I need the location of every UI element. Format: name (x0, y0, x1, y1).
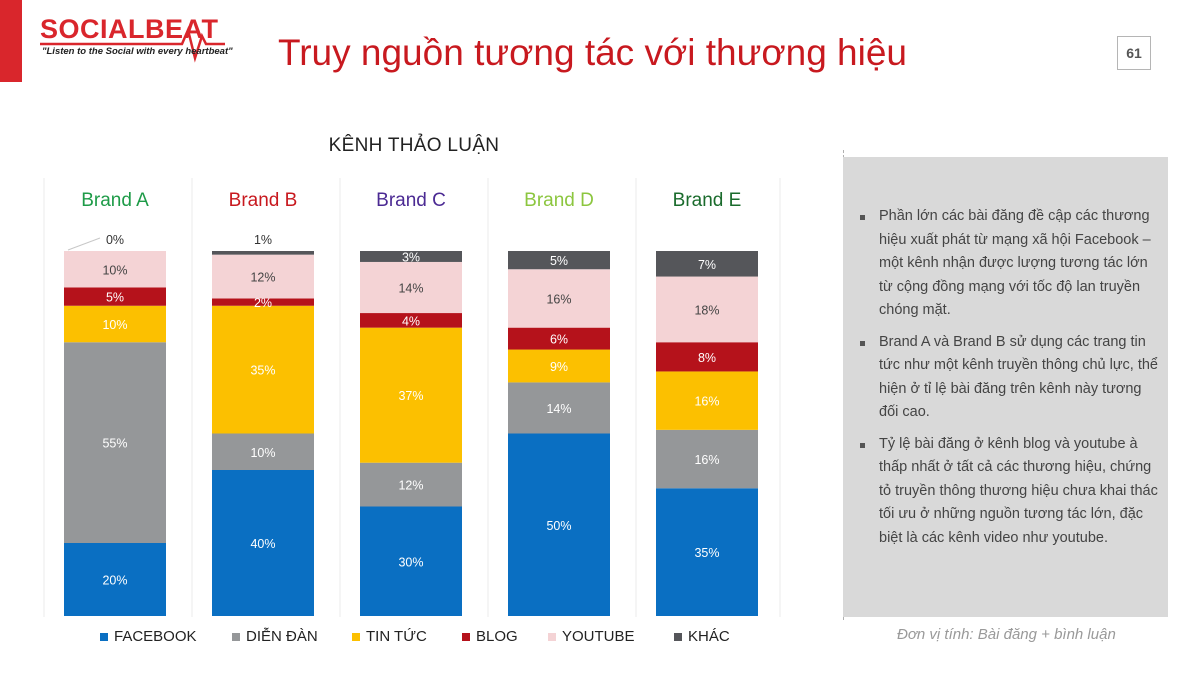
data-label: 50% (546, 519, 571, 533)
bar-segment (212, 298, 314, 306)
data-label: 16% (694, 395, 719, 409)
bar-segment (64, 287, 166, 306)
legend-label: BLOG (476, 628, 518, 645)
data-label: 30% (398, 555, 423, 569)
data-label: 5% (106, 291, 124, 305)
data-label: 35% (250, 364, 275, 378)
data-label: 1% (254, 233, 272, 247)
category-label: Brand B (229, 190, 298, 211)
bar-segment (508, 269, 610, 328)
insight-bullet: Tỷ lệ bài đăng ở kênh blog và youtube à … (859, 433, 1159, 551)
bar-segment (360, 327, 462, 463)
bar-segment (212, 305, 314, 434)
bar-segment (360, 261, 462, 314)
legend-item: FACEBOOK (100, 628, 232, 645)
logo-tagline: "Listen to the Social with every heartbe… (42, 46, 233, 57)
label-leader-line (67, 237, 101, 251)
data-label: 16% (694, 453, 719, 467)
legend-swatch (352, 632, 360, 641)
bar-segment (508, 327, 610, 350)
data-label: 35% (694, 546, 719, 560)
legend-label: YOUTUBE (562, 628, 635, 645)
category-label: Brand D (524, 190, 594, 211)
bar-segment (656, 251, 758, 277)
bar-segment (656, 429, 758, 489)
bar-segment (360, 506, 462, 616)
data-label: 20% (102, 574, 127, 588)
insight-bullet: Phần lớn các bài đăng đề cập các thương … (859, 205, 1159, 323)
bar-segment (360, 313, 462, 328)
legend-swatch (462, 632, 470, 641)
insight-panel: Phần lớn các bài đăng đề cập các thương … (843, 157, 1168, 617)
legend-item: TIN TỨC (352, 628, 462, 645)
insight-list: Phần lớn các bài đăng đề cập các thương … (859, 205, 1159, 558)
bar-segment (360, 251, 462, 262)
data-label: 16% (546, 292, 571, 306)
data-label: 10% (102, 263, 127, 277)
legend-item: BLOG (462, 628, 548, 645)
data-label: 55% (102, 437, 127, 451)
data-label: 6% (550, 333, 568, 347)
data-label: 0% (106, 233, 124, 247)
data-label: 10% (250, 446, 275, 460)
chart-title: KÊNH THẢO LUẬN (328, 135, 500, 156)
data-label: 14% (546, 402, 571, 416)
legend-swatch (100, 632, 108, 641)
chart-legend: FACEBOOK DIỄN ĐÀN TIN TỨC BLOG YOUTUBE KHÁC (100, 628, 754, 645)
bar-segment (656, 488, 758, 616)
data-label: 12% (250, 271, 275, 285)
legend-label: FACEBOOK (114, 628, 197, 645)
unit-note: Đơn vị tính: Bài đăng + bình luận (897, 626, 1116, 643)
bar-segment (212, 254, 314, 299)
legend-item: DIỄN ĐÀN (232, 628, 352, 645)
bar-segment (64, 305, 166, 343)
category-label: Brand A (81, 190, 149, 211)
legend-label: DIỄN ĐÀN (246, 628, 318, 645)
category-label: Brand E (673, 190, 742, 211)
bar-segment (656, 276, 758, 343)
bar-segment (64, 251, 166, 288)
data-label: 2% (254, 296, 272, 310)
legend-swatch (548, 632, 556, 641)
category-label: Brand C (376, 190, 446, 211)
legend-item: KHÁC (674, 628, 754, 645)
heartbeat-logo-icon (40, 26, 225, 63)
bar-segment (656, 371, 758, 430)
bar-segment (212, 251, 314, 255)
legend-label: KHÁC (688, 628, 730, 645)
logo-wordmark: SOCIALBEAT (40, 14, 219, 44)
data-label: 12% (398, 479, 423, 493)
data-label: 40% (250, 537, 275, 551)
data-label: 4% (402, 314, 420, 328)
legend-swatch (232, 632, 240, 641)
data-label: 7% (698, 258, 716, 272)
bar-segment (212, 433, 314, 470)
data-label: 10% (102, 318, 127, 332)
stacked-bar-chart: Brand A 20% 55% 10% 5% 10% 0% Brand B 40% 10% 35% 2… (43, 178, 781, 617)
page-number: 61 (1117, 36, 1151, 70)
socialbeat-logo: SOCIALBEAT "Listen to the Social with ev… (40, 14, 233, 64)
data-label: 5% (550, 254, 568, 268)
bar-segment (508, 349, 610, 383)
data-label: 37% (398, 389, 423, 403)
bar-segment (508, 433, 610, 616)
bar-segment (508, 251, 610, 270)
data-label: 9% (550, 360, 568, 374)
bar-segment (212, 470, 314, 616)
bar-segment (656, 342, 758, 372)
header-accent-stripe (0, 0, 22, 82)
bar-segment (508, 382, 610, 434)
data-label: 3% (402, 250, 420, 264)
bar-segment (360, 462, 462, 507)
insight-bullet: Brand A và Brand B sử dụng các trang tin… (859, 331, 1159, 425)
legend-swatch (674, 632, 682, 641)
bar-segment (64, 342, 166, 543)
bar-segment (64, 543, 166, 616)
data-label: 18% (694, 303, 719, 317)
data-label: 14% (398, 282, 423, 296)
page-title: Truy nguồn tương tác với thương hiệu (278, 32, 907, 73)
data-label: 8% (698, 351, 716, 365)
legend-item: YOUTUBE (548, 628, 674, 645)
legend-label: TIN TỨC (366, 628, 427, 645)
